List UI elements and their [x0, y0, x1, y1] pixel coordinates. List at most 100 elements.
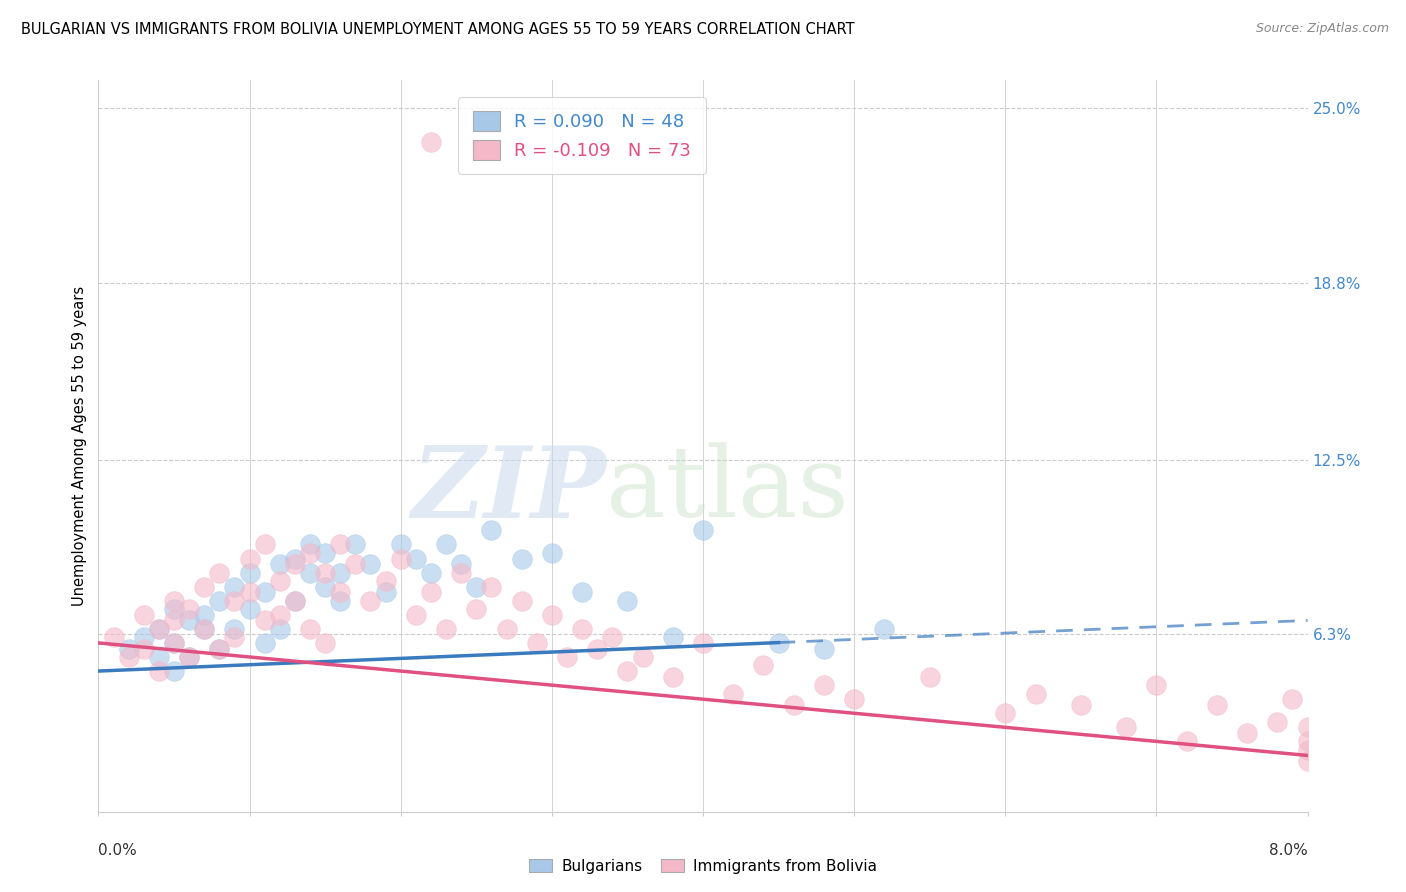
- Point: [1025, 687, 1047, 701]
- Point: [434, 622, 457, 636]
- Point: [344, 537, 367, 551]
- Point: [224, 580, 246, 594]
- Legend: Bulgarians, Immigrants from Bolivia: Bulgarians, Immigrants from Bolivia: [523, 853, 883, 880]
- Point: [163, 593, 186, 607]
- Point: [994, 706, 1017, 721]
- Point: [148, 622, 170, 636]
- Point: [1206, 698, 1229, 712]
- Point: [344, 557, 367, 571]
- Point: [329, 537, 352, 551]
- Point: [193, 580, 215, 594]
- Point: [314, 566, 336, 580]
- Point: [918, 670, 941, 684]
- Point: [1296, 743, 1319, 757]
- Point: [208, 641, 231, 656]
- Point: [1236, 726, 1258, 740]
- Point: [179, 650, 201, 665]
- Point: [1115, 720, 1137, 734]
- Point: [179, 602, 201, 616]
- Point: [163, 636, 186, 650]
- Point: [253, 585, 276, 599]
- Point: [1281, 692, 1303, 706]
- Text: BULGARIAN VS IMMIGRANTS FROM BOLIVIA UNEMPLOYMENT AMONG AGES 55 TO 59 YEARS CORR: BULGARIAN VS IMMIGRANTS FROM BOLIVIA UNE…: [21, 22, 855, 37]
- Point: [752, 658, 775, 673]
- Point: [132, 607, 155, 622]
- Point: [224, 622, 246, 636]
- Text: atlas: atlas: [606, 442, 849, 538]
- Point: [571, 622, 593, 636]
- Point: [662, 630, 685, 644]
- Point: [616, 664, 638, 678]
- Point: [450, 566, 472, 580]
- Text: 0.0%: 0.0%: [98, 843, 138, 858]
- Point: [405, 607, 427, 622]
- Text: ZIP: ZIP: [412, 442, 606, 538]
- Point: [1296, 720, 1319, 734]
- Point: [299, 537, 322, 551]
- Point: [420, 585, 443, 599]
- Point: [541, 607, 564, 622]
- Point: [873, 622, 896, 636]
- Legend: R = 0.090   N = 48, R = -0.109   N = 73: R = 0.090 N = 48, R = -0.109 N = 73: [458, 96, 706, 174]
- Point: [208, 641, 231, 656]
- Point: [193, 622, 215, 636]
- Point: [541, 546, 564, 560]
- Point: [314, 546, 336, 560]
- Point: [723, 687, 745, 701]
- Point: [662, 670, 685, 684]
- Point: [314, 636, 336, 650]
- Point: [239, 585, 262, 599]
- Point: [465, 602, 488, 616]
- Point: [299, 566, 322, 580]
- Point: [692, 636, 714, 650]
- Point: [118, 641, 141, 656]
- Point: [132, 641, 155, 656]
- Point: [148, 664, 170, 678]
- Point: [193, 622, 215, 636]
- Point: [239, 566, 262, 580]
- Point: [208, 593, 231, 607]
- Point: [465, 580, 488, 594]
- Point: [284, 551, 307, 566]
- Point: [510, 551, 533, 566]
- Point: [586, 641, 609, 656]
- Point: [631, 650, 654, 665]
- Point: [1296, 734, 1319, 748]
- Point: [389, 551, 412, 566]
- Point: [193, 607, 215, 622]
- Point: [768, 636, 790, 650]
- Point: [239, 551, 262, 566]
- Point: [132, 630, 155, 644]
- Point: [434, 537, 457, 551]
- Point: [555, 650, 578, 665]
- Point: [405, 551, 427, 566]
- Point: [269, 574, 291, 588]
- Point: [239, 602, 262, 616]
- Point: [163, 602, 186, 616]
- Point: [1296, 754, 1319, 768]
- Point: [1267, 714, 1289, 729]
- Point: [783, 698, 806, 712]
- Point: [224, 630, 246, 644]
- Point: [481, 580, 503, 594]
- Point: [269, 557, 291, 571]
- Point: [314, 580, 336, 594]
- Point: [269, 622, 291, 636]
- Point: [813, 678, 835, 692]
- Point: [253, 537, 276, 551]
- Point: [163, 664, 186, 678]
- Text: Source: ZipAtlas.com: Source: ZipAtlas.com: [1256, 22, 1389, 36]
- Point: [602, 630, 624, 644]
- Point: [389, 537, 412, 551]
- Point: [374, 574, 396, 588]
- Point: [163, 636, 186, 650]
- Point: [420, 135, 443, 149]
- Point: [481, 524, 503, 538]
- Point: [1175, 734, 1198, 748]
- Point: [284, 557, 307, 571]
- Point: [1146, 678, 1168, 692]
- Point: [510, 593, 533, 607]
- Point: [813, 641, 835, 656]
- Point: [420, 566, 443, 580]
- Point: [148, 650, 170, 665]
